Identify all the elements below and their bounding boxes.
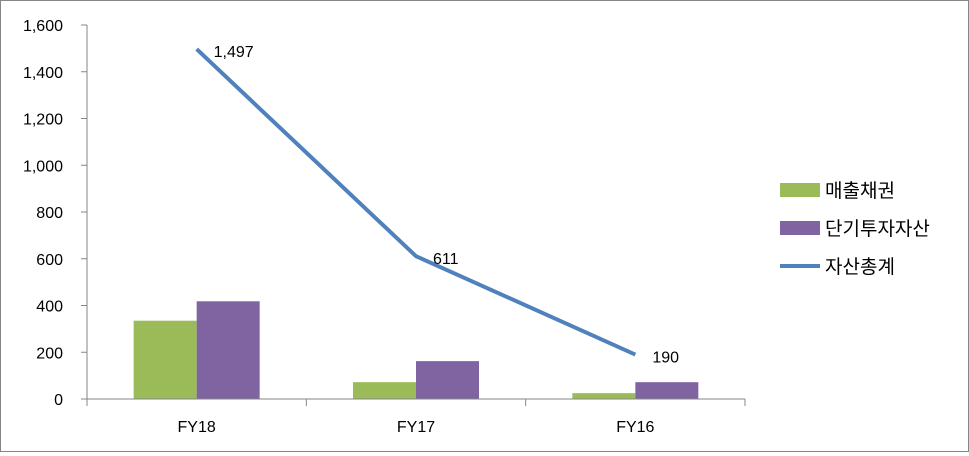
x-tick-label-fy18: FY18 <box>178 419 216 436</box>
labels-layer: 0 200 400 600 800 1,000 1,200 1,400 1,600 FY18 FY1… <box>23 18 679 436</box>
y-tick-label: 1,000 <box>23 158 63 175</box>
y-tick-label: 1,600 <box>23 18 63 35</box>
legend-swatch-1 <box>780 221 820 235</box>
y-tick-label: 0 <box>54 392 63 409</box>
legend-label-2: 자산총계 <box>825 256 895 278</box>
bar-fy17-0 <box>353 382 416 399</box>
y-tick-label: 1,200 <box>23 112 63 129</box>
x-tick-label-fy16: FY16 <box>616 419 654 436</box>
x-tick-label-fy17: FY17 <box>397 419 435 436</box>
data-label-fy18: 1,497 <box>214 44 254 61</box>
bar-fy16-0 <box>572 393 635 399</box>
y-tick-label: 400 <box>36 299 63 316</box>
line-series-total-assets <box>197 49 636 355</box>
bar-fy16-1 <box>635 382 698 399</box>
bar-fy17-1 <box>416 361 479 399</box>
bar-fy18-0 <box>134 321 197 399</box>
y-tick-label: 600 <box>36 252 63 269</box>
legend-label-1: 단기투자자산 <box>825 218 930 240</box>
y-tick-label: 800 <box>36 205 63 222</box>
data-label-fy16: 190 <box>652 350 679 367</box>
legend-swatch-0 <box>780 183 820 197</box>
legend-label-0: 매출채권 <box>825 180 895 202</box>
bars-layer <box>134 301 699 399</box>
y-tick-label: 200 <box>36 345 63 362</box>
bar-fy18-1 <box>197 301 260 399</box>
line-layer <box>197 49 636 355</box>
y-tick-label: 1,400 <box>23 65 63 82</box>
data-label-fy17: 611 <box>433 251 459 268</box>
